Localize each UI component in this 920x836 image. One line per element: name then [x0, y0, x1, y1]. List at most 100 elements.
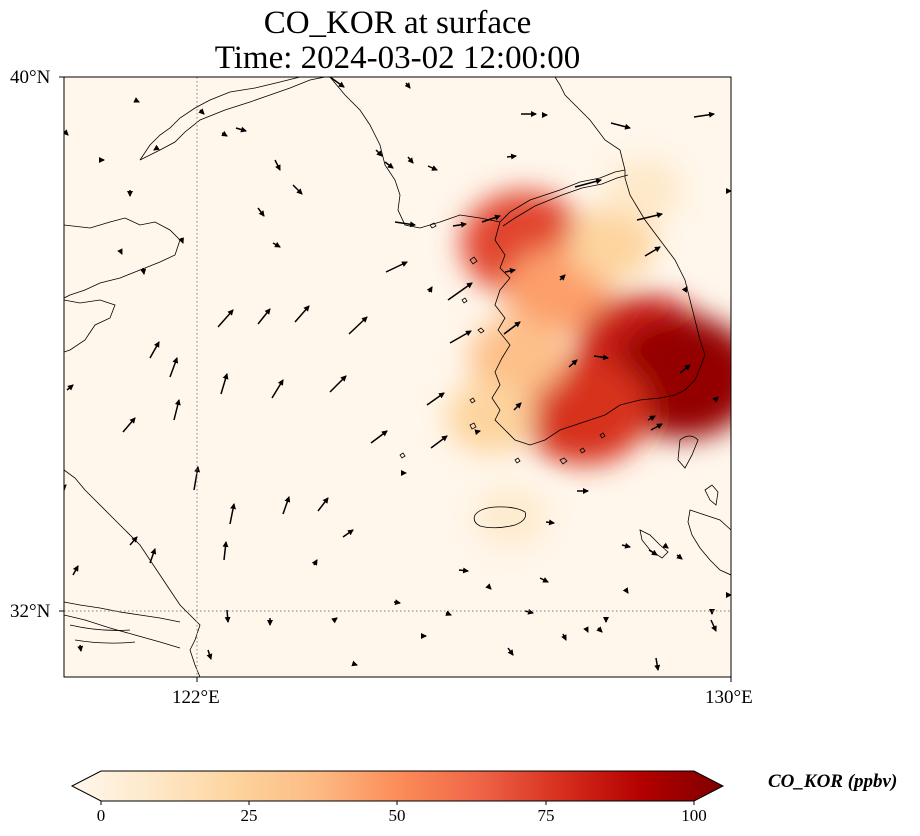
concentration-hotspot — [469, 316, 566, 398]
wind-arrow — [474, 429, 481, 436]
wind-arrow — [481, 214, 501, 223]
wind-arrow — [621, 542, 631, 549]
wind-arrow — [351, 660, 358, 667]
wind-arrow — [681, 286, 688, 293]
wind-arrow — [407, 156, 414, 164]
wind-arrow — [394, 221, 416, 228]
wind-arrow — [568, 359, 578, 368]
concentration-hotspot — [566, 206, 656, 281]
wind-arrow — [375, 149, 383, 157]
wind-arrow — [173, 399, 181, 421]
wind-arrow — [282, 496, 291, 515]
wind-arrow — [662, 542, 669, 549]
wind-arrow — [504, 268, 516, 274]
wind-arrow — [235, 126, 247, 133]
wind-arrow — [679, 364, 691, 374]
wind-arrow — [122, 417, 136, 433]
colorbar-label-100: 100 — [681, 806, 707, 825]
wind-arrow — [404, 82, 411, 89]
wind-arrow — [64, 129, 69, 136]
wind-arrow — [426, 286, 433, 293]
concentration-hotspot — [473, 485, 549, 549]
x-tick-122E: 122°E — [172, 687, 220, 708]
wind-arrow — [348, 316, 368, 335]
concentration-hotspot — [446, 380, 535, 454]
wind-arrow — [648, 549, 658, 556]
wind-arrow — [559, 274, 566, 281]
wind-arrow — [712, 396, 719, 403]
wind-arrow — [149, 341, 160, 359]
wind-arrow — [449, 330, 472, 344]
wind-arrow — [370, 430, 388, 444]
wind-arrow — [393, 599, 401, 606]
wind-arrow — [426, 392, 445, 406]
wind-arrow — [524, 608, 534, 615]
wind-arrow — [206, 649, 213, 660]
wind-arrow — [178, 237, 184, 244]
wind-arrow — [636, 212, 663, 221]
wind-arrow — [676, 553, 683, 560]
wind-arrow — [384, 161, 394, 169]
wind-arrow — [574, 178, 602, 188]
wind-arrow — [117, 248, 123, 255]
colorbar-label-75: 75 — [537, 806, 555, 825]
wind-arrow — [317, 497, 329, 512]
wind-arrow — [153, 144, 160, 151]
wind-vectors — [64, 77, 719, 671]
wind-arrow — [222, 541, 229, 561]
wind-arrow — [329, 77, 345, 88]
wind-arrow — [331, 617, 338, 624]
wind-arrow — [72, 565, 79, 576]
wind-arrow — [257, 207, 265, 217]
map-plot — [59, 76, 732, 682]
wind-arrow — [622, 587, 629, 594]
wind-arrow — [693, 111, 715, 118]
wind-arrow — [445, 610, 452, 616]
wind-arrow — [272, 241, 281, 248]
wind-arrow — [539, 577, 549, 583]
wind-arrow — [271, 379, 284, 399]
wind-arrow — [650, 423, 663, 431]
colorbar-label-0: 0 — [96, 806, 106, 825]
wind-arrow — [485, 583, 492, 590]
wind-arrow — [229, 503, 236, 525]
wind-arrow — [447, 282, 473, 301]
wind-arrow — [193, 466, 201, 491]
wind-arrow — [610, 122, 631, 130]
colorbar-label-50: 50 — [388, 806, 406, 825]
colorbar-label-25: 25 — [240, 806, 258, 825]
wind-arrow — [513, 402, 522, 411]
wind-arrow — [133, 97, 140, 103]
wind-arrow — [545, 519, 555, 526]
wind-arrow — [583, 626, 589, 633]
wind-arrow — [129, 536, 138, 546]
colorbar-title: CO_KOR (ppbv) — [768, 771, 898, 792]
wind-arrow — [220, 373, 229, 395]
wind-arrow — [427, 165, 438, 171]
wind-arrow — [77, 644, 84, 652]
wind-arrow — [430, 435, 448, 449]
wind-arrow — [292, 184, 303, 195]
wind-arrow — [506, 153, 517, 160]
wind-arrow — [561, 633, 567, 641]
wind-arrow — [710, 619, 717, 632]
wind-arrow — [169, 357, 179, 378]
y-tick-32N: 32°N — [10, 601, 51, 622]
wind-arrow — [224, 609, 231, 623]
wind-arrow — [644, 246, 661, 257]
wind-arrow — [257, 308, 271, 325]
wind-arrow — [503, 321, 521, 335]
wind-arrow — [593, 354, 609, 361]
coastlines — [64, 77, 731, 677]
wind-arrow — [66, 384, 74, 391]
wind-arrow — [654, 657, 661, 671]
wind-arrow — [198, 108, 205, 115]
title-line2: Time: 2024-03-02 12:00:00 — [214, 40, 581, 76]
wind-arrow — [647, 415, 656, 422]
wind-arrow — [329, 375, 347, 393]
wind-arrow — [342, 529, 354, 538]
wind-arrow — [385, 261, 408, 273]
wind-arrow — [274, 159, 281, 171]
wind-arrow — [311, 559, 318, 566]
x-tick-130E: 130°E — [705, 687, 753, 708]
